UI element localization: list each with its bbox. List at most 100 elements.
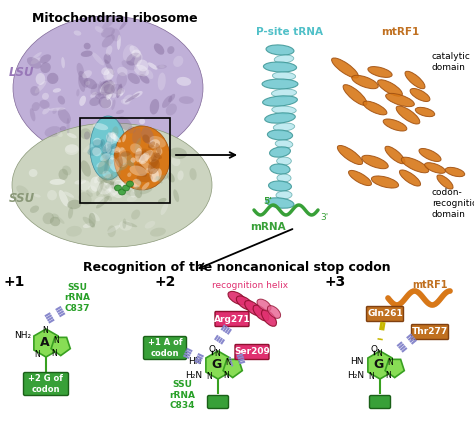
Ellipse shape [47, 190, 57, 201]
Ellipse shape [52, 214, 59, 218]
Text: N: N [42, 326, 48, 335]
Ellipse shape [103, 82, 113, 98]
Ellipse shape [53, 109, 57, 114]
Ellipse shape [110, 155, 115, 160]
Ellipse shape [257, 299, 271, 311]
Ellipse shape [343, 85, 367, 106]
Ellipse shape [126, 53, 141, 66]
Ellipse shape [122, 134, 126, 142]
Ellipse shape [102, 148, 111, 160]
Ellipse shape [116, 89, 123, 97]
Ellipse shape [101, 153, 111, 166]
Ellipse shape [146, 70, 154, 79]
Ellipse shape [50, 179, 65, 185]
Ellipse shape [106, 180, 113, 191]
Ellipse shape [118, 189, 126, 195]
Text: +3: +3 [324, 275, 346, 289]
Ellipse shape [98, 159, 110, 175]
Ellipse shape [110, 181, 118, 187]
Text: codon-
recognition
domain: codon- recognition domain [432, 188, 474, 219]
Ellipse shape [91, 84, 100, 95]
Ellipse shape [155, 175, 168, 181]
Ellipse shape [401, 157, 429, 173]
Ellipse shape [57, 217, 64, 224]
Ellipse shape [110, 187, 117, 195]
Ellipse shape [27, 57, 41, 69]
Text: N: N [223, 371, 229, 379]
Ellipse shape [352, 75, 378, 89]
Ellipse shape [107, 225, 120, 233]
Ellipse shape [109, 184, 123, 198]
Ellipse shape [106, 80, 113, 93]
Ellipse shape [101, 97, 112, 109]
Ellipse shape [437, 175, 453, 189]
Ellipse shape [179, 96, 194, 104]
Ellipse shape [105, 181, 122, 189]
Ellipse shape [123, 221, 137, 227]
FancyBboxPatch shape [215, 312, 249, 326]
Text: Recognition of the noncanonical stop codon: Recognition of the noncanonical stop cod… [83, 262, 391, 274]
Text: N: N [387, 358, 393, 367]
Ellipse shape [102, 82, 113, 92]
Text: N: N [34, 350, 40, 359]
Ellipse shape [121, 99, 130, 105]
Ellipse shape [123, 44, 135, 61]
Ellipse shape [104, 84, 115, 94]
Ellipse shape [78, 75, 85, 92]
Ellipse shape [132, 128, 142, 144]
Ellipse shape [112, 146, 120, 153]
Ellipse shape [132, 50, 141, 58]
Ellipse shape [156, 176, 163, 184]
Ellipse shape [60, 126, 66, 131]
Ellipse shape [139, 150, 153, 163]
Text: LSU: LSU [9, 65, 35, 78]
Ellipse shape [34, 194, 41, 198]
Ellipse shape [90, 177, 101, 192]
Ellipse shape [80, 128, 91, 139]
Ellipse shape [117, 67, 128, 76]
Ellipse shape [32, 102, 40, 111]
Ellipse shape [121, 188, 136, 196]
Ellipse shape [95, 92, 110, 95]
Ellipse shape [74, 179, 86, 184]
Ellipse shape [386, 93, 414, 107]
Ellipse shape [378, 80, 402, 96]
Ellipse shape [108, 87, 113, 93]
Ellipse shape [142, 134, 150, 143]
Ellipse shape [139, 150, 146, 160]
Ellipse shape [36, 73, 45, 85]
Ellipse shape [277, 157, 292, 165]
FancyBboxPatch shape [235, 344, 269, 360]
Ellipse shape [83, 223, 93, 228]
Ellipse shape [135, 148, 142, 162]
Ellipse shape [40, 62, 51, 73]
Ellipse shape [116, 84, 122, 98]
Ellipse shape [149, 168, 159, 182]
Ellipse shape [61, 57, 65, 68]
Ellipse shape [445, 167, 465, 177]
Ellipse shape [110, 143, 117, 149]
Ellipse shape [79, 95, 86, 106]
Ellipse shape [128, 126, 136, 134]
Ellipse shape [410, 89, 430, 101]
Ellipse shape [102, 171, 111, 178]
Ellipse shape [102, 81, 109, 88]
Ellipse shape [141, 127, 154, 144]
Ellipse shape [65, 144, 78, 153]
Ellipse shape [266, 45, 294, 55]
Ellipse shape [57, 131, 63, 137]
Ellipse shape [106, 147, 112, 154]
Ellipse shape [102, 19, 114, 29]
Ellipse shape [98, 81, 102, 98]
Ellipse shape [119, 220, 132, 231]
Ellipse shape [81, 160, 91, 177]
Text: 3': 3' [320, 214, 328, 223]
Ellipse shape [93, 138, 101, 145]
Ellipse shape [166, 103, 177, 115]
Ellipse shape [132, 182, 137, 190]
Ellipse shape [425, 163, 446, 173]
Ellipse shape [114, 151, 123, 167]
Ellipse shape [116, 165, 122, 176]
Ellipse shape [93, 123, 108, 130]
Ellipse shape [150, 99, 159, 114]
